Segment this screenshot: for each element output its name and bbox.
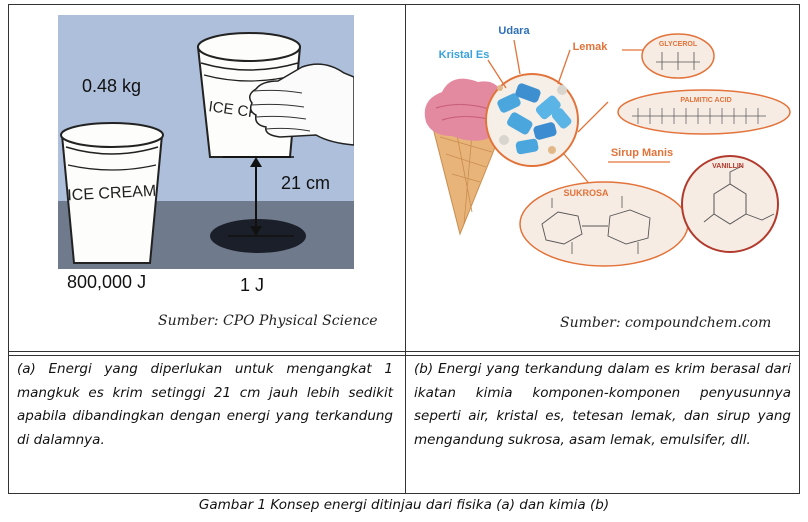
label-palmitic-acid: PALMITIC ACID <box>680 97 731 104</box>
label-udara: Udara <box>498 25 530 37</box>
label-glycerol: GLYCEROL <box>659 41 698 48</box>
physics-illustration: ICE CREAM ICE CR <box>58 15 354 269</box>
mass-label: 0.48 kg <box>82 76 142 96</box>
chemistry-illustration: Udara Kristal Es Lemak GLYCEROL PALMITIC… <box>424 25 791 267</box>
ice-cream-cup-left: ICE CREAM <box>60 122 164 264</box>
label-kristal-es: Kristal Es <box>439 49 490 61</box>
energy-left-label: 800,000 J <box>67 272 147 292</box>
palmitic-acid-ellipse <box>617 89 791 135</box>
column-divider <box>405 5 406 493</box>
cup-label: ICE CREAM <box>67 183 157 205</box>
label-lemak: Lemak <box>573 41 609 53</box>
row-divider <box>9 351 799 352</box>
distance-label: 21 cm <box>281 173 331 193</box>
figure-table <box>8 4 800 494</box>
caption-b: (b) Energi yang terkandung dalam es krim… <box>414 361 791 448</box>
label-sirup-manis: Sirup Manis <box>611 147 673 159</box>
ice-crystals <box>497 83 572 155</box>
source-right: Sumber: compoundchem.com <box>560 315 772 331</box>
label-sukrosa: SUKROSA <box>563 188 609 198</box>
figure-caption: Gambar 1 Konsep energi ditinjau dari fis… <box>198 497 610 513</box>
source-left: Sumber: CPO Physical Science <box>158 313 378 329</box>
vanillin-circle <box>681 155 779 253</box>
label-vanillin: VANILLIN <box>712 163 744 170</box>
caption-a: (a) Energi yang diperlukan untuk mengang… <box>17 361 393 448</box>
energy-right-label: 1 J <box>240 275 265 295</box>
row-divider-double <box>9 355 799 356</box>
hand <box>249 63 354 146</box>
cup-label-partial: ICE CR <box>207 98 260 122</box>
